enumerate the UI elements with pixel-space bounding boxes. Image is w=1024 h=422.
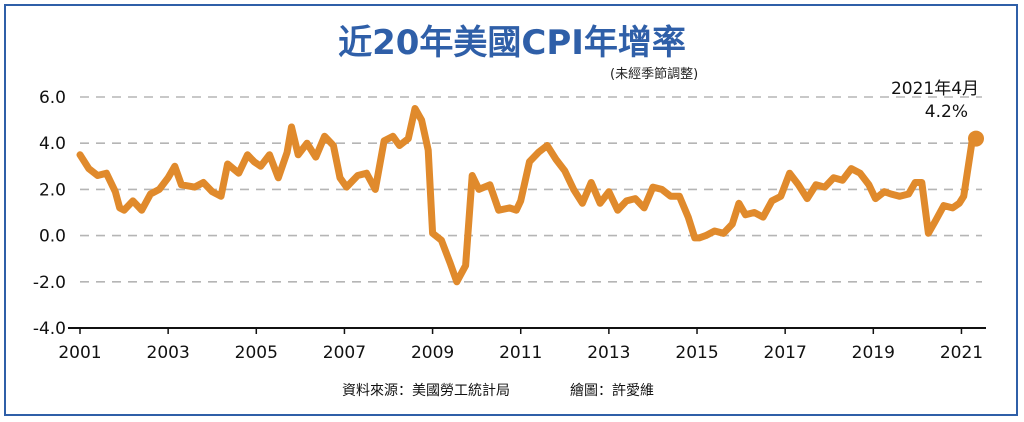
x-tick-label: 2001: [58, 343, 101, 363]
chart-title: 近20年美國CPI年增率: [338, 23, 686, 63]
x-tick-label: 2015: [675, 343, 718, 363]
x-tick-label: 2013: [587, 343, 630, 363]
x-tick-label: 2019: [852, 343, 895, 363]
author-note: 繪圖：許愛維: [570, 382, 654, 399]
y-tick-labels: 6.0 4.0 2.0 0.0 -2.0 -4.0: [33, 88, 66, 339]
x-tick-labels: 2001 2003 2005 2007 2009 2011 2013 2015 2017 2019…: [58, 343, 983, 363]
x-tick-label: 2021: [940, 343, 983, 363]
y-tick-label: 0.0: [39, 227, 66, 247]
annotation-date: 2021年4月: [891, 79, 979, 99]
x-tick-label: 2017: [764, 343, 807, 363]
x-tick-label: 2007: [323, 343, 366, 363]
source-note: 資料來源：美國勞工統計局: [342, 383, 510, 399]
y-tick-label: 2.0: [39, 180, 66, 200]
x-tick-label: 2009: [411, 343, 454, 363]
grid-lines: [80, 96, 982, 283]
y-tick-label: -4.0: [33, 319, 66, 339]
x-tick-label: 2011: [499, 343, 542, 363]
x-tick-label: 2003: [147, 343, 190, 363]
y-tick-label: 4.0: [39, 134, 66, 154]
y-tick-label: 6.0: [39, 88, 66, 108]
series-layer: [76, 105, 984, 286]
annotation-point: [968, 130, 984, 147]
chart-subtitle: (未經季節調整): [610, 67, 698, 82]
x-axis: [68, 327, 986, 334]
series-line: [76, 105, 980, 286]
x-tick-label: 2005: [235, 343, 278, 363]
annotation-value: 4.2%: [925, 102, 968, 122]
y-tick-label: -2.0: [33, 273, 66, 293]
